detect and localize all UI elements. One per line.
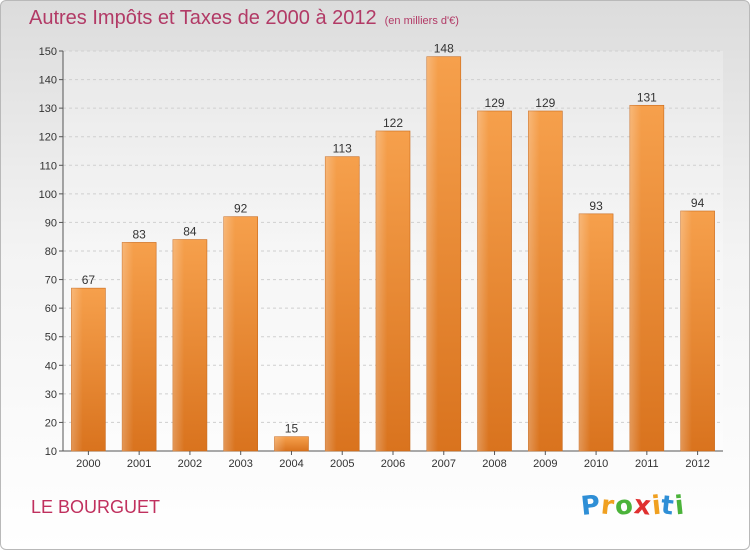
bar-highlight	[274, 436, 286, 451]
data-label: 129	[535, 96, 555, 110]
bar-highlight	[629, 105, 642, 452]
x-tick-label: 2012	[685, 458, 709, 470]
data-label: 83	[132, 227, 146, 241]
chart-title-block: Autres Impôts et Taxes de 2000 à 2012 (en…	[29, 7, 459, 30]
chart-title: Autres Impôts et Taxes de 2000 à 2012	[29, 7, 377, 29]
data-label: 93	[589, 199, 603, 213]
data-label: 84	[183, 225, 197, 239]
data-label: 94	[691, 196, 705, 210]
y-tick-label: 40	[45, 360, 57, 372]
y-tick-label: 110	[39, 160, 57, 172]
x-tick-label: 2008	[482, 458, 506, 470]
data-label: 67	[82, 273, 96, 287]
y-tick-label: 30	[45, 389, 57, 401]
y-tick-label: 150	[39, 46, 57, 58]
bar-highlight	[223, 216, 236, 451]
x-tick-label: 2009	[533, 458, 557, 470]
x-tick-label: 2000	[76, 458, 100, 470]
bar-highlight	[325, 156, 337, 451]
x-tick-label: 2005	[330, 458, 354, 470]
x-tick-label: 2001	[127, 458, 151, 470]
data-label: 122	[383, 116, 403, 130]
bar-highlight	[172, 239, 185, 451]
x-tick-label: 2007	[432, 458, 456, 470]
bar-highlight	[477, 111, 489, 451]
bar-highlight	[579, 213, 591, 451]
y-tick-label: 60	[45, 303, 57, 315]
bar-highlight	[71, 288, 83, 451]
x-tick-label: 2010	[584, 458, 608, 470]
bar-highlight	[376, 131, 388, 451]
y-tick-label: 140	[39, 75, 57, 87]
y-tick-label: 70	[45, 275, 57, 287]
place-name: LE BOURGUET	[31, 497, 161, 517]
data-label: 148	[434, 42, 454, 56]
bar-highlight	[528, 111, 540, 451]
bar-highlight	[426, 56, 439, 451]
data-label: 92	[234, 202, 248, 216]
data-label: 131	[637, 90, 657, 104]
x-tick-label: 2004	[279, 458, 303, 470]
chart-subtitle: (en milliers d'€)	[384, 15, 459, 27]
y-tick-label: 20	[45, 417, 57, 429]
y-tick-label: 10	[45, 446, 57, 458]
y-tick-label: 100	[39, 189, 57, 201]
x-tick-label: 2006	[381, 458, 405, 470]
x-tick-label: 2011	[635, 458, 659, 470]
bar-highlight	[122, 242, 134, 451]
data-label: 129	[485, 96, 505, 110]
y-tick-label: 120	[39, 132, 57, 144]
y-tick-label: 50	[45, 332, 57, 344]
y-tick-label: 130	[39, 103, 57, 115]
bar-highlight	[680, 211, 692, 451]
data-label: 113	[333, 142, 352, 156]
data-label: 15	[285, 422, 299, 436]
logo-letter: i	[673, 490, 687, 522]
x-tick-label: 2003	[228, 458, 252, 470]
x-tick-label: 2002	[178, 458, 202, 470]
proxiti-logo: Proxiti	[579, 490, 687, 522]
y-tick-label: 90	[45, 217, 57, 229]
y-tick-label: 80	[45, 246, 57, 258]
